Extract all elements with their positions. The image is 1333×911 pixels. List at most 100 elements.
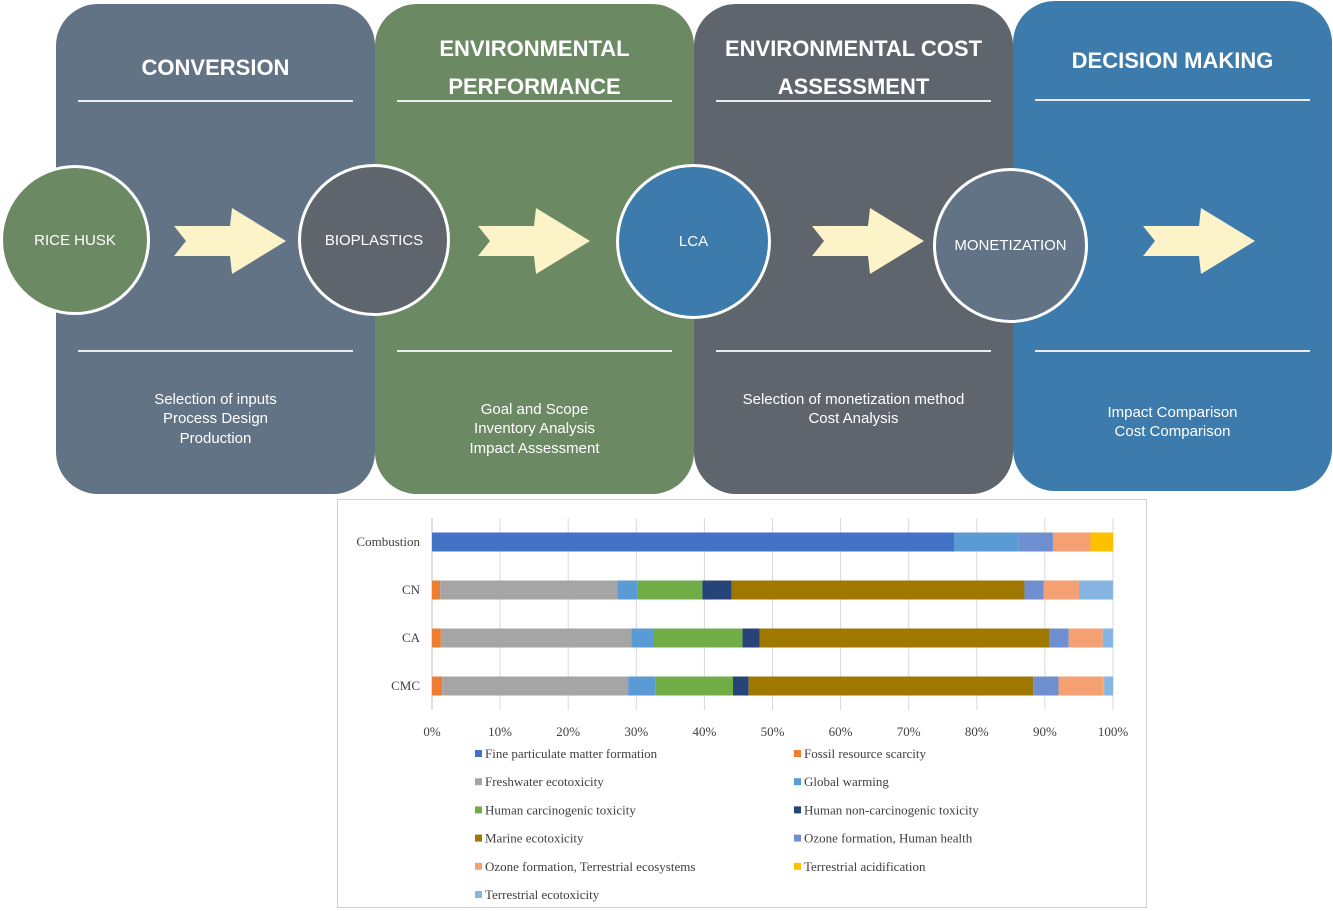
arrow-icon [812, 208, 924, 274]
legend-label: Freshwater ecotoxicity [485, 774, 604, 789]
x-tick-label: 50% [761, 724, 785, 739]
panel-steps: Selection of monetization method Cost An… [694, 354, 1013, 464]
legend-swatch [475, 862, 482, 870]
divider [78, 350, 353, 352]
bar-segment [440, 628, 632, 648]
bar-segment [1104, 676, 1113, 696]
legend-swatch [794, 834, 801, 842]
bar-segment [748, 676, 1034, 696]
divider [716, 100, 991, 102]
divider [397, 350, 672, 352]
node-rice-husk: RICE HUSK [0, 165, 150, 315]
step-text: Inventory Analysis [474, 420, 595, 438]
divider [1035, 99, 1310, 101]
panel-steps: Goal and Scope Inventory Analysis Impact… [375, 374, 694, 484]
panel-steps: Impact Comparison Cost Comparison [1013, 367, 1332, 477]
x-tick-label: 20% [556, 724, 580, 739]
legend-swatch [475, 891, 482, 898]
bar-segment [631, 628, 655, 648]
x-tick-label: 0% [423, 724, 441, 739]
bar-segment [759, 628, 1050, 648]
category-label: CA [402, 630, 421, 645]
node-label: BIOPLASTICS [324, 231, 424, 249]
bar-segment [1102, 628, 1113, 648]
bar-segment [742, 628, 760, 648]
bar-segment [654, 628, 743, 648]
node-monetization: MONETIZATION [933, 168, 1088, 323]
step-text: Selection of monetization method [742, 390, 965, 408]
x-tick-label: 40% [692, 724, 716, 739]
divider [1035, 350, 1310, 352]
bar-segment [954, 532, 1019, 552]
x-tick-label: 70% [897, 724, 921, 739]
bar-segment [1033, 676, 1059, 696]
legend-swatch [794, 862, 801, 870]
x-tick-label: 80% [965, 724, 989, 739]
bar-segment [1052, 532, 1091, 552]
x-tick-label: 60% [829, 724, 853, 739]
bar-segment [440, 580, 618, 600]
bar-segment [442, 676, 629, 696]
legend-swatch [475, 750, 482, 757]
chart-canvas: 0% 10% 20% 30% 40% 50% 60% 70% 80% 90% 100% Combust… [356, 518, 1129, 902]
category-label: CMC [391, 678, 420, 693]
divider [397, 100, 672, 102]
bar-segment [655, 676, 734, 696]
legend-label: Terrestrial ecotoxicity [485, 887, 600, 902]
legend-swatch [475, 834, 482, 842]
x-tick-label: 30% [624, 724, 648, 739]
panel-title: ENVIRONMENTAL COST ASSESSMENT [724, 36, 983, 99]
panel-title: CONVERSION [141, 55, 290, 80]
arrow-icon [1143, 208, 1255, 274]
bar-segment [432, 580, 441, 600]
node-label: RICE HUSK [34, 231, 116, 249]
legend-label: Ozone formation, Terrestrial ecosystems [485, 859, 695, 874]
step-text: Selection of inputs [154, 390, 277, 408]
legend-label: Terrestrial acidification [804, 859, 926, 874]
legend-swatch [794, 806, 801, 814]
step-text: Cost Comparison [1114, 423, 1231, 440]
step-text: Goal and Scope [480, 400, 589, 418]
bar-segment [1102, 676, 1105, 696]
step-text: Cost Analysis [808, 410, 899, 427]
bar-segment [1018, 532, 1053, 552]
bar-segment [733, 676, 749, 696]
bar-segment [1078, 580, 1113, 600]
bar-segment [731, 580, 1025, 600]
panel-title: DECISION MAKING [1071, 48, 1274, 73]
legend-label: Marine ecotoxicity [485, 831, 584, 846]
bar-segment [432, 532, 955, 552]
legend-swatch [475, 806, 482, 814]
divider [78, 100, 353, 102]
legend-swatch [794, 778, 801, 786]
divider [716, 350, 991, 352]
bar-segment [617, 580, 638, 600]
arrow-icon [478, 208, 590, 274]
node-lca: LCA [616, 164, 771, 319]
bar-segment [702, 580, 732, 600]
bar-segment [432, 628, 441, 648]
step-text: Impact Assessment [469, 439, 600, 457]
legend-label: Fine particulate matter formation [485, 746, 658, 761]
panel-title: ENVIRONMENTAL PERFORMANCE [439, 36, 630, 99]
bar-segment [637, 580, 703, 600]
bar-segment [628, 676, 656, 696]
category-label: Combustion [356, 534, 420, 549]
category-label: CN [402, 582, 421, 597]
node-label: MONETIZATION [954, 237, 1067, 254]
step-text: Production [179, 429, 252, 447]
legend-label: Human carcinogenic toxicity [485, 802, 636, 817]
panel-steps: Selection of inputs Process Design Produ… [56, 364, 375, 474]
bar-segment [1049, 628, 1069, 648]
step-text: Process Design [162, 410, 269, 428]
arrow-icon [174, 208, 286, 274]
legend-label: Global warming [804, 774, 889, 789]
step-text: Impact Comparison [1107, 403, 1238, 421]
stacked-bar-chart: 0% 10% 20% 30% 40% 50% 60% 70% 80% 90% 100% Combust… [337, 499, 1147, 908]
bar-segment [1090, 532, 1113, 552]
x-tick-label: 100% [1098, 724, 1129, 739]
x-tick-label: 90% [1033, 724, 1057, 739]
legend-label: Ozone formation, Human health [804, 831, 973, 846]
bar-segment [432, 676, 443, 696]
legend-label: Human non-carcinogenic toxicity [804, 802, 979, 817]
